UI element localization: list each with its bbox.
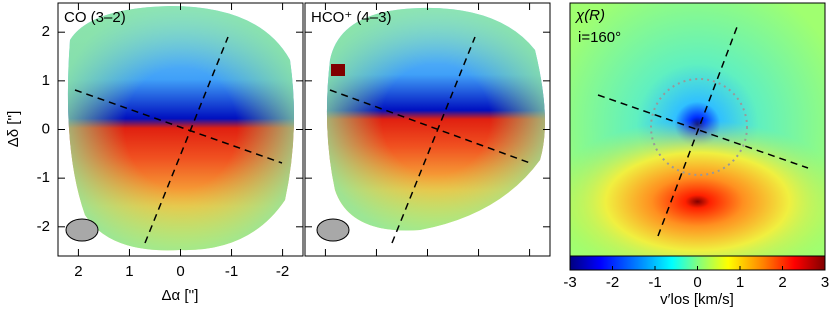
y-tick-label: 2	[42, 23, 50, 40]
colorbar-tick-label: -3	[563, 274, 576, 291]
colorbar-tick-label: 2	[778, 274, 786, 291]
beam	[316, 218, 350, 242]
model-red	[570, 120, 825, 256]
axis-line	[391, 36, 476, 244]
axis-line	[144, 36, 229, 244]
colorbar-tick-label: -1	[648, 274, 661, 291]
x-axis-label: Δα ['']	[162, 287, 199, 304]
colorbar-tick-label: 0	[693, 274, 701, 291]
panel-title: HCO⁺ (4–3)	[311, 9, 391, 26]
y-tick-label: -1	[37, 169, 50, 186]
x-tick-label: -1	[225, 263, 238, 280]
y-tick-label: 1	[42, 72, 50, 89]
velocity-map-edge	[326, 7, 545, 231]
colorbar-label: v′los [km/s]	[660, 291, 734, 308]
x-tick-label: 0	[176, 263, 184, 280]
panel-title: χ(R)	[574, 7, 605, 24]
y-axis-label: Δδ ['']	[5, 111, 22, 148]
noise-pixel	[331, 64, 345, 76]
axis-line	[657, 26, 738, 237]
axis-line	[74, 89, 283, 164]
panel-title: CO (3–2)	[64, 9, 126, 26]
panel-subtitle: i=160°	[578, 29, 621, 46]
colorbar-tick-label: 3	[821, 274, 829, 291]
beam	[65, 218, 99, 242]
x-tick-label: 1	[125, 263, 133, 280]
radius-circle	[650, 78, 748, 176]
y-tick-label: 0	[42, 120, 50, 137]
x-tick-label: 2	[74, 263, 82, 280]
colorbar-tick-label: 1	[736, 274, 744, 291]
axis-line	[597, 94, 809, 169]
y-tick-label: -2	[37, 218, 50, 235]
velocity-map-edge	[67, 6, 294, 251]
x-tick-label: -2	[276, 263, 289, 280]
colorbar-tick-label: -2	[606, 274, 619, 291]
